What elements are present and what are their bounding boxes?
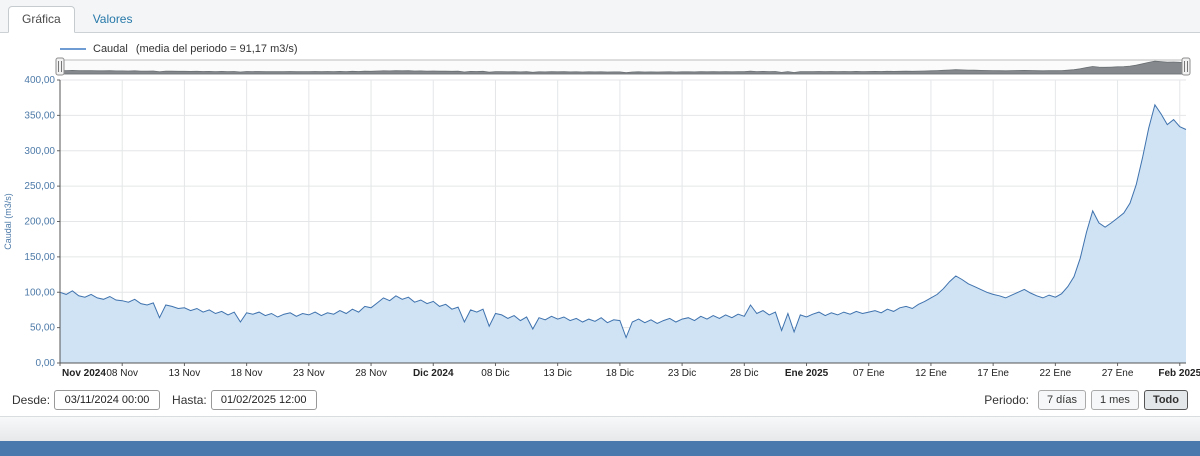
y-tick-label: 50,00	[30, 323, 55, 334]
range-handle-right[interactable]	[1181, 57, 1191, 76]
series-line-swatch	[60, 47, 86, 50]
x-tick-label: 13 Dic	[543, 368, 571, 379]
y-tick-label: 150,00	[24, 252, 55, 263]
x-tick-label: 28 Nov	[355, 368, 387, 379]
range-selector-series	[59, 60, 1187, 75]
y-tick-label: 0,00	[36, 358, 56, 369]
tab-bar: Gráfica Valores	[0, 0, 1200, 33]
series-mean-detail: (media del periodo = 91,17 m3/s)	[135, 42, 298, 55]
range-handle-left[interactable]	[55, 57, 65, 76]
x-tick-label: 13 Nov	[169, 368, 201, 379]
x-tick-label: Feb 2025	[1158, 368, 1200, 379]
x-tick-label: Dic 2024	[413, 368, 454, 379]
x-tick-label: 12 Ene	[915, 368, 947, 379]
chart-legend: Caudal (media del periodo = 91,17 m3/s)	[60, 40, 1200, 57]
y-tick-label: 200,00	[24, 217, 55, 228]
tab-valores[interactable]: Valores	[92, 12, 133, 26]
range-selector[interactable]	[55, 57, 1191, 76]
date-range-controls: Desde: Hasta:	[12, 390, 329, 410]
y-tick-label: 350,00	[24, 110, 55, 121]
period-1month-button[interactable]: 1 mes	[1090, 390, 1139, 410]
footer-spacer	[0, 416, 1200, 441]
footer-bar	[0, 441, 1200, 456]
x-tick-label: 23 Nov	[293, 368, 325, 379]
flow-chart[interactable]: Nov 2024 08 Nov 13 Nov 18 Nov 23 Nov 28 Nov Di…	[0, 57, 1200, 383]
period-controls: Periodo: 7 días 1 mes Todo	[984, 390, 1188, 410]
range-handle-right-grip[interactable]	[1181, 57, 1191, 76]
x-tick-label: 07 Ene	[853, 368, 885, 379]
periodo-label: Periodo:	[984, 393, 1029, 407]
y-tick-label: 400,00	[24, 75, 55, 86]
period-7days-button[interactable]: 7 días	[1038, 390, 1086, 410]
range-handle-left-grip[interactable]	[55, 57, 65, 76]
x-tick-label: 08 Dic	[481, 368, 509, 379]
series-name: Caudal	[93, 42, 128, 55]
series-area	[60, 104, 1186, 364]
desde-label: Desde:	[12, 393, 51, 407]
x-tick-label: 22 Ene	[1040, 368, 1072, 379]
y-tick-label: 300,00	[24, 146, 55, 157]
y-axis-title: Caudal (m3/s)	[3, 193, 13, 250]
x-tick-label: Ene 2025	[785, 368, 829, 379]
controls-row: Desde: Hasta: Periodo: 7 días 1 mes Todo	[0, 383, 1200, 416]
x-tick-label: 18 Dic	[606, 368, 634, 379]
desde-input[interactable]	[54, 390, 161, 410]
y-tick-label: 100,00	[24, 287, 55, 298]
x-tick-label: 17 Ene	[977, 368, 1009, 379]
hasta-label: Hasta:	[172, 393, 207, 407]
hasta-input[interactable]	[210, 390, 317, 410]
x-tick-label: 23 Dic	[668, 368, 696, 379]
x-tick-label: 18 Nov	[231, 368, 263, 379]
series-line	[59, 103, 1187, 339]
x-tick-label: 08 Nov	[106, 368, 138, 379]
tab-grafica[interactable]: Gráfica	[8, 6, 75, 33]
x-tick-label: 27 Ene	[1102, 368, 1134, 379]
x-tick-label: 28 Dic	[730, 368, 758, 379]
x-tick-label: Nov 2024	[62, 368, 106, 379]
period-all-button[interactable]: Todo	[1143, 390, 1188, 410]
y-tick-label: 250,00	[24, 181, 55, 192]
